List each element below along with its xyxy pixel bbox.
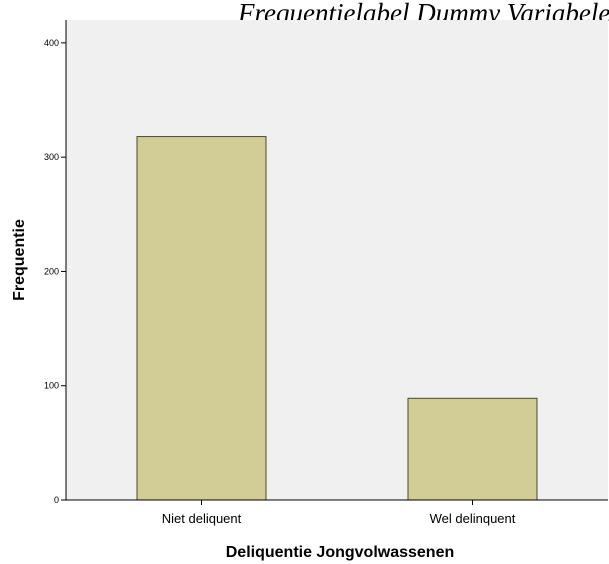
bar [408,398,537,500]
x-axis-title: Deliquentie Jongvolwassenen [226,544,455,561]
y-tick-label: 100 [44,381,59,391]
y-axis-title: Frequentie [11,219,28,301]
bar [137,137,266,500]
y-tick-label: 300 [44,152,59,162]
x-tick-label: Wel delinquent [430,511,516,526]
x-tick-label: Niet deliquent [162,511,242,526]
y-tick-label: 0 [54,495,59,505]
y-tick-label: 200 [44,266,59,276]
y-axis-ticks: 0 100 200 300 400 [44,38,66,505]
y-tick-label: 400 [44,38,59,48]
x-axis-tick-labels: Niet deliquent Wel delinquent [162,500,516,526]
